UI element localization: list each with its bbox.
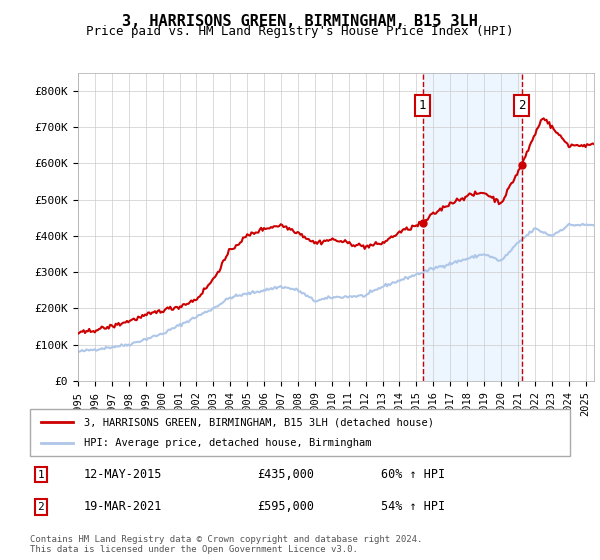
Bar [422, 73, 521, 381]
Text: Price paid vs. HM Land Registry's House Price Index (HPI): Price paid vs. HM Land Registry's House … [86, 25, 514, 38]
Text: 3, HARRISONS GREEN, BIRMINGHAM, B15 3LH (detached house): 3, HARRISONS GREEN, BIRMINGHAM, B15 3LH … [84, 417, 434, 427]
Text: 12-MAY-2015: 12-MAY-2015 [84, 468, 163, 481]
Text: 2: 2 [37, 502, 44, 512]
Text: 1: 1 [419, 99, 427, 112]
Text: £595,000: £595,000 [257, 500, 314, 514]
Text: 3, HARRISONS GREEN, BIRMINGHAM, B15 3LH: 3, HARRISONS GREEN, BIRMINGHAM, B15 3LH [122, 14, 478, 29]
Text: 19-MAR-2021: 19-MAR-2021 [84, 500, 163, 514]
Text: 60% ↑ HPI: 60% ↑ HPI [381, 468, 445, 481]
Text: 54% ↑ HPI: 54% ↑ HPI [381, 500, 445, 514]
Text: 2: 2 [518, 99, 526, 112]
Text: 1: 1 [37, 470, 44, 479]
Text: Contains HM Land Registry data © Crown copyright and database right 2024.
This d: Contains HM Land Registry data © Crown c… [30, 535, 422, 554]
Text: HPI: Average price, detached house, Birmingham: HPI: Average price, detached house, Birm… [84, 438, 371, 448]
FancyBboxPatch shape [30, 409, 570, 456]
Text: £435,000: £435,000 [257, 468, 314, 481]
